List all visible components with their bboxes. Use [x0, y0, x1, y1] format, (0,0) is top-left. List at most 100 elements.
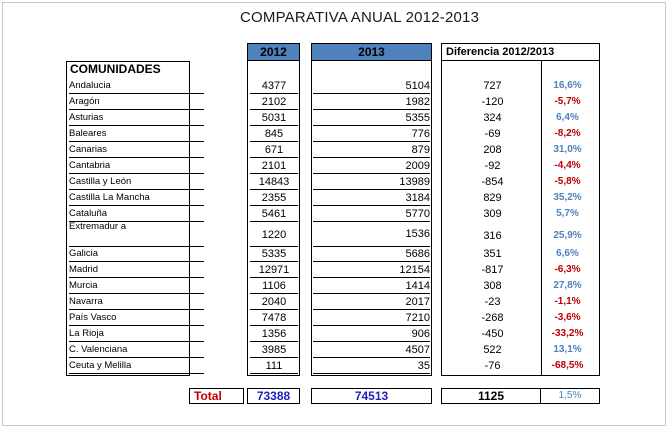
row-divider	[250, 189, 298, 190]
row-2013: 7210	[405, 312, 430, 324]
row-percent: 25,9%	[553, 230, 582, 241]
row-divider	[313, 125, 430, 126]
row-divider	[69, 125, 204, 126]
row-percent: 5,7%	[556, 208, 579, 219]
total-diferencia: 1125	[441, 388, 541, 404]
row-diferencia: -23	[484, 296, 501, 308]
row-divider	[313, 157, 430, 158]
row-name: Cataluña	[69, 208, 108, 219]
row-2013: 5355	[405, 112, 430, 124]
row-percent: -4,4%	[554, 160, 581, 171]
row-diferencia: -854	[481, 176, 504, 188]
row-2012: 5335	[261, 248, 287, 260]
row-percent: 13,1%	[553, 344, 582, 355]
row-name: Castilla La Mancha	[69, 192, 150, 203]
row-2013: 5686	[405, 248, 430, 260]
row-divider	[69, 309, 204, 310]
row-divider	[69, 189, 204, 190]
row-divider	[250, 125, 298, 126]
row-2012: 2102	[261, 96, 287, 108]
row-divider	[69, 246, 204, 247]
row-divider	[69, 93, 204, 94]
row-diferencia: 208	[483, 144, 502, 156]
row-divider	[250, 109, 298, 110]
row-name: Castilla y León	[69, 176, 132, 187]
row-divider	[250, 141, 298, 142]
row-diferencia: 316	[483, 230, 502, 242]
row-2012: 845	[264, 128, 284, 140]
row-diferencia: 351	[483, 248, 502, 260]
column-diferencia	[441, 61, 600, 376]
row-2013: 13989	[399, 176, 430, 188]
row-diferencia: 309	[483, 208, 502, 220]
row-divider	[69, 357, 204, 358]
row-divider	[250, 277, 298, 278]
row-divider	[313, 277, 430, 278]
total-2013: 74513	[311, 388, 432, 404]
column-2012	[247, 61, 300, 376]
row-2012: 2101	[261, 160, 287, 172]
row-divider	[313, 189, 430, 190]
row-percent: 27,8%	[553, 280, 582, 291]
row-2012: 7478	[261, 312, 287, 324]
row-name: Aragón	[69, 96, 100, 107]
row-2013: 1414	[405, 280, 430, 292]
row-name: Baleares	[69, 128, 107, 139]
row-2012: 2040	[261, 296, 287, 308]
row-divider	[250, 261, 298, 262]
row-name: Murcia	[69, 280, 98, 291]
row-divider	[250, 309, 298, 310]
row-divider	[313, 341, 430, 342]
row-name: Andalucia	[69, 80, 111, 91]
row-divider	[313, 205, 430, 206]
row-percent: 31,0%	[553, 144, 582, 155]
row-divider	[69, 277, 204, 278]
row-name: C. Valenciana	[69, 344, 128, 355]
row-2012: 1106	[262, 280, 286, 292]
header-2012: 2012	[247, 43, 300, 61]
row-divider	[250, 93, 298, 94]
row-name: Ceuta y Melilla	[69, 360, 132, 371]
sheet-frame	[2, 2, 666, 426]
row-2013: 1982	[405, 96, 430, 108]
row-2013: 3184	[405, 192, 430, 204]
row-percent: -68,5%	[551, 360, 584, 371]
row-divider	[69, 341, 204, 342]
row-2012: 111	[265, 360, 283, 372]
header-diferencia: Diferencia 2012/2013	[441, 43, 600, 61]
row-percent: -6,3%	[554, 264, 581, 275]
row-divider	[69, 205, 204, 206]
total-2012: 73388	[247, 388, 300, 404]
row-divider	[250, 325, 298, 326]
row-divider	[250, 341, 298, 342]
row-2012: 5461	[261, 208, 287, 220]
row-divider	[69, 221, 204, 222]
row-2013: 12154	[399, 264, 430, 276]
row-2013: 2009	[405, 160, 430, 172]
row-diferencia: -69	[484, 128, 501, 140]
row-divider	[313, 173, 430, 174]
row-percent: 35,2%	[553, 192, 582, 203]
row-divider	[313, 93, 430, 94]
row-diferencia: 522	[483, 344, 502, 356]
total-label: Total	[189, 388, 244, 404]
row-2013: 776	[411, 128, 430, 140]
row-2013: 5770	[405, 208, 430, 220]
row-diferencia: 829	[483, 192, 502, 204]
row-diferencia: -120	[481, 96, 504, 108]
row-2012: 2355	[261, 192, 287, 204]
row-percent: 16,6%	[553, 80, 582, 91]
row-divider	[313, 325, 430, 326]
row-diferencia: -268	[481, 312, 504, 324]
row-name: Extremadur a	[69, 221, 127, 232]
row-diferencia: -817	[481, 264, 504, 276]
row-name: Madrid	[69, 264, 99, 275]
row-percent: 6,4%	[556, 112, 579, 123]
row-divider	[69, 293, 204, 294]
row-divider	[313, 141, 430, 142]
row-divider	[250, 373, 298, 374]
row-divider	[69, 325, 204, 326]
row-divider	[69, 173, 204, 174]
row-name: Asturias	[69, 112, 104, 123]
row-divider	[313, 309, 430, 310]
